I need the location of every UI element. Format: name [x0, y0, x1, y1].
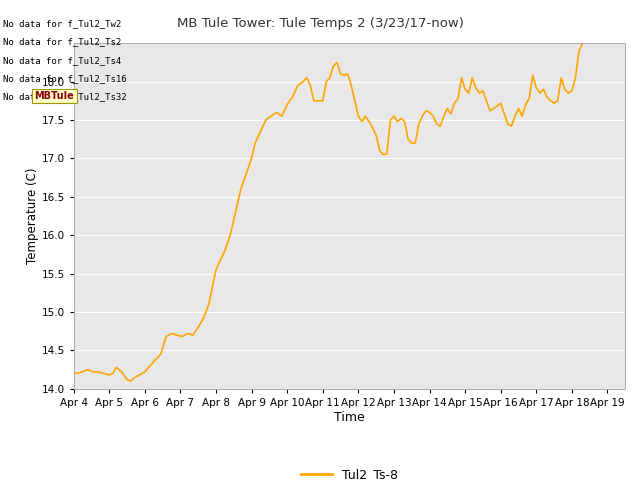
X-axis label: Time: Time	[334, 410, 365, 424]
Text: No data for f_Tul2_Ts4: No data for f_Tul2_Ts4	[3, 56, 122, 65]
Text: MBTule: MBTule	[35, 91, 74, 101]
Text: No data for f_Tul2_Ts2: No data for f_Tul2_Ts2	[3, 37, 122, 47]
Legend: Tul2_Ts-8: Tul2_Ts-8	[296, 463, 403, 480]
Text: No data for f_Tul2_Ts16: No data for f_Tul2_Ts16	[3, 74, 127, 83]
Text: No data for f_Tul2_Ts32: No data for f_Tul2_Ts32	[3, 92, 127, 101]
Text: No data for f_Tul2_Tw2: No data for f_Tul2_Tw2	[3, 19, 122, 28]
Y-axis label: Temperature (C): Temperature (C)	[26, 168, 38, 264]
Text: MB Tule Tower: Tule Temps 2 (3/23/17-now): MB Tule Tower: Tule Temps 2 (3/23/17-now…	[177, 17, 463, 30]
